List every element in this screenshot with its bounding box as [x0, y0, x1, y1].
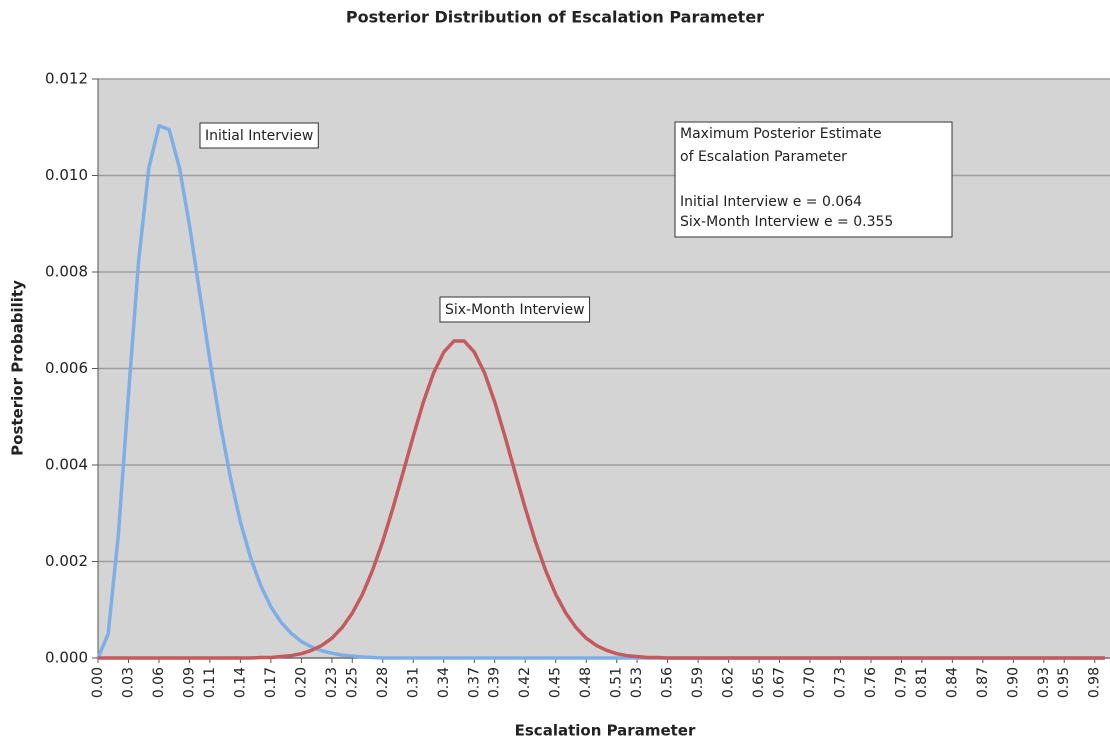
x-tick-label: 0.53: [629, 667, 645, 698]
y-tick-label: 0.002: [45, 552, 88, 570]
x-tick-label: 0.17: [263, 667, 279, 698]
x-tick-label: 0.00: [90, 667, 106, 698]
annotation-text: Six-Month Interview e = 0.355: [680, 214, 893, 230]
x-tick-label: 0.42: [517, 667, 533, 698]
x-tick-label: 0.45: [548, 667, 564, 698]
y-tick-label: 0.006: [45, 359, 88, 377]
y-tick-label: 0.010: [45, 166, 88, 184]
x-tick-label: 0.31: [405, 667, 421, 698]
x-tick-label: 0.20: [293, 667, 309, 698]
annotation-box: [674, 121, 953, 238]
x-tick-label: 0.93: [1036, 667, 1052, 698]
x-tick-label: 0.65: [751, 667, 767, 698]
annotation-text: Initial Interview: [205, 128, 313, 144]
x-tick-label: 0.62: [721, 667, 737, 698]
x-tick-label: 0.06: [151, 667, 167, 698]
x-tick-label: 0.84: [944, 667, 960, 698]
x-tick-label: 0.90: [1005, 667, 1021, 698]
chart-title: Posterior Distribution of Escalation Par…: [346, 8, 764, 27]
annotation-box: [439, 296, 591, 323]
y-tick-label: 0.004: [45, 456, 88, 474]
x-axis-label: Escalation Parameter: [515, 722, 696, 740]
x-tick-label: 0.81: [914, 667, 930, 698]
x-tick-label: 0.76: [863, 667, 879, 698]
x-tick-label: 0.37: [466, 667, 482, 698]
annotation-text: Six-Month Interview: [445, 302, 585, 318]
y-tick-label: 0.008: [45, 263, 88, 281]
annotation-text: Initial Interview e = 0.064: [680, 194, 862, 210]
x-tick-label: 0.14: [232, 667, 248, 698]
x-tick-label: 0.73: [832, 667, 848, 698]
y-tick-label: 0.012: [45, 70, 88, 88]
annotation-text: Maximum Posterior Estimate: [680, 126, 882, 142]
x-tick-label: 0.51: [609, 667, 625, 698]
x-tick-label: 0.70: [802, 667, 818, 698]
x-tick-label: 0.34: [436, 667, 452, 698]
x-tick-label: 0.59: [690, 667, 706, 698]
x-tick-label: 0.79: [893, 667, 909, 698]
x-tick-label: 0.87: [975, 667, 991, 698]
x-tick-label: 0.23: [324, 667, 340, 698]
x-tick-label: 0.03: [121, 667, 137, 698]
y-axis-label: Posterior Probability: [9, 280, 27, 456]
y-tick-label: 0.000: [45, 649, 88, 667]
x-tick-label: 0.39: [487, 667, 503, 698]
x-tick-label: 0.67: [771, 667, 787, 698]
x-tick-label: 0.28: [375, 667, 391, 698]
x-tick-label: 0.48: [578, 667, 594, 698]
x-tick-label: 0.09: [182, 667, 198, 698]
x-tick-label: 0.11: [202, 667, 218, 698]
x-tick-label: 0.56: [660, 667, 676, 698]
x-tick-label: 0.98: [1087, 667, 1103, 698]
annotation-box: [199, 122, 319, 149]
annotation-text: of Escalation Parameter: [680, 149, 847, 165]
x-tick-label: 0.95: [1056, 667, 1072, 698]
x-tick-label: 0.25: [344, 667, 360, 698]
series-line: [98, 339, 1105, 660]
